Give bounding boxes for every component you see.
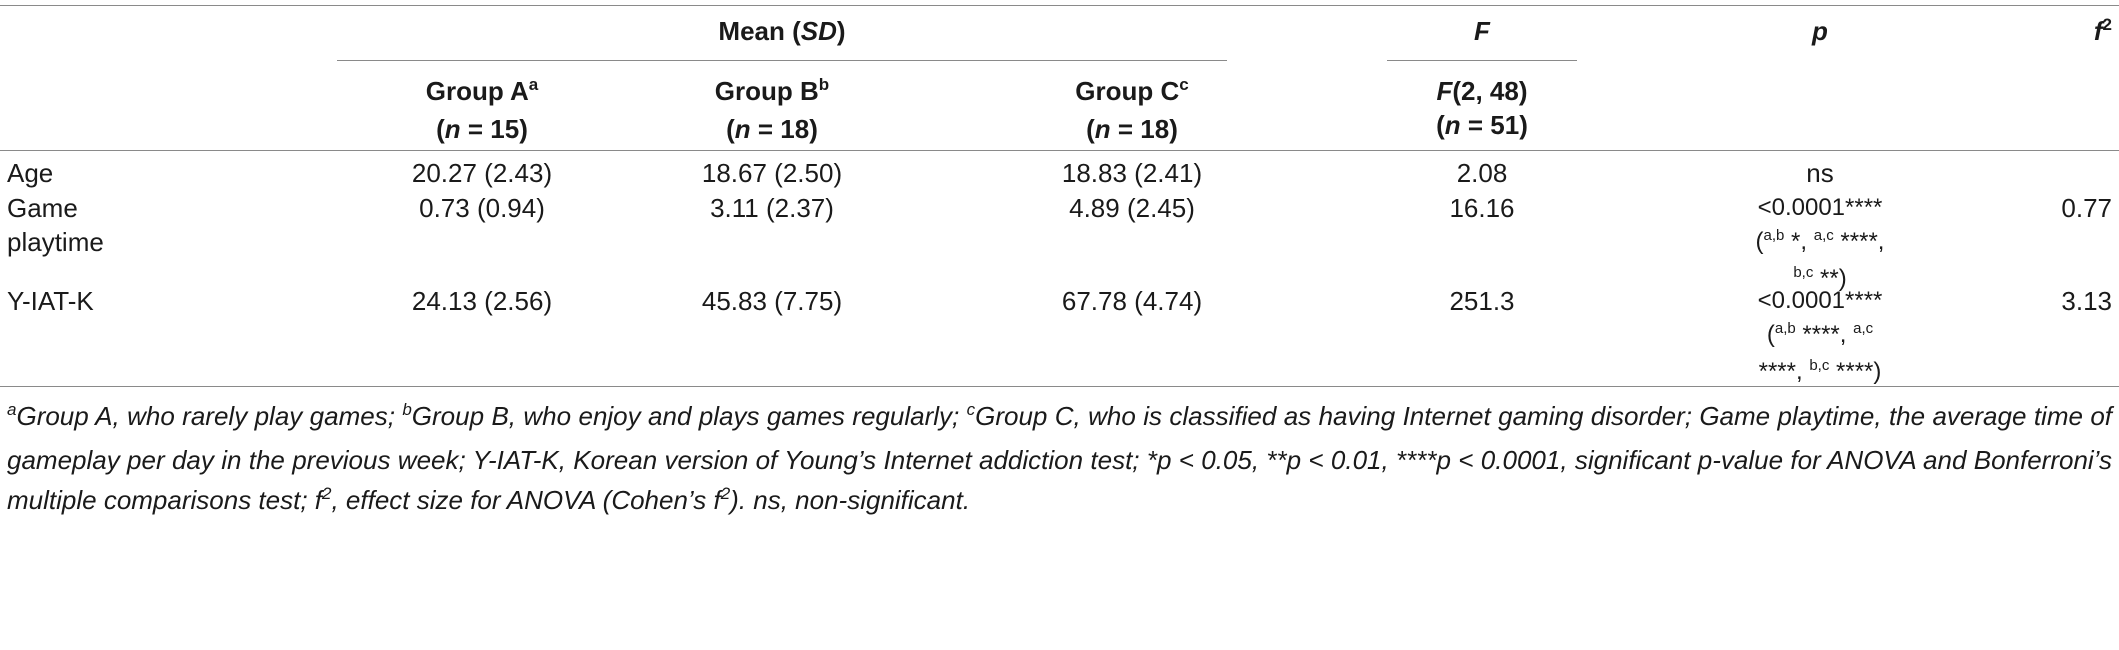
header-group-a: Group Aa (n = 15) bbox=[425, 75, 539, 144]
cell-yiatk-a: 24.13 (2.56) bbox=[411, 286, 553, 316]
table-footnote: aGroup A, who rarely play games; bGroup … bbox=[7, 400, 2113, 515]
cell-game-a: 0.73 (0.94) bbox=[419, 193, 545, 223]
row-label-yiatk: Y-IAT-K bbox=[7, 286, 94, 316]
cell-age-b: 18.67 (2.50) bbox=[701, 158, 843, 188]
header-f2: f2 bbox=[2093, 15, 2112, 46]
header-f-sub: F(2, 48) (n = 51) bbox=[1436, 76, 1528, 140]
cell-yiatk-b: 45.83 (7.75) bbox=[701, 286, 843, 316]
cell-game-b: 3.11 (2.37) bbox=[710, 193, 834, 223]
cell-yiatk-c: 67.78 (4.74) bbox=[1061, 286, 1203, 316]
table-top-rule bbox=[0, 5, 2119, 6]
header-bottom-rule bbox=[0, 150, 2119, 151]
header-mean-sd: Mean (SD) bbox=[718, 16, 846, 46]
cell-yiatk-f2: 3.13 bbox=[2061, 286, 2112, 316]
table-bottom-rule bbox=[0, 386, 2119, 387]
cell-game-f: 16.16 bbox=[1449, 193, 1515, 223]
header-p: p bbox=[1812, 16, 1828, 46]
header-group-b: Group Bb (n = 18) bbox=[714, 75, 830, 144]
header-group-c: Group Cc (n = 18) bbox=[1075, 75, 1189, 144]
cell-game-p: <0.0001**** (a,b *, a,c ****, b,c **) bbox=[1755, 194, 1885, 292]
cell-age-c: 18.83 (2.41) bbox=[1061, 158, 1203, 188]
row-label-game-playtime: Game playtime bbox=[7, 193, 104, 257]
cell-age-a: 20.27 (2.43) bbox=[411, 158, 553, 188]
header-f: F bbox=[1474, 16, 1490, 46]
cell-age-f: 2.08 bbox=[1456, 158, 1508, 188]
cell-yiatk-f: 251.3 bbox=[1449, 286, 1515, 316]
f-col-rule bbox=[1387, 60, 1577, 61]
cell-yiatk-p: <0.0001**** (a,b ****, a,c ****, b,c ***… bbox=[1757, 287, 1883, 385]
cell-game-c: 4.89 (2.45) bbox=[1069, 193, 1195, 223]
cell-age-p: ns bbox=[1806, 158, 1834, 188]
row-label-age: Age bbox=[7, 158, 54, 188]
cell-game-f2: 0.77 bbox=[2061, 193, 2112, 223]
mean-sd-rule bbox=[337, 60, 1227, 61]
